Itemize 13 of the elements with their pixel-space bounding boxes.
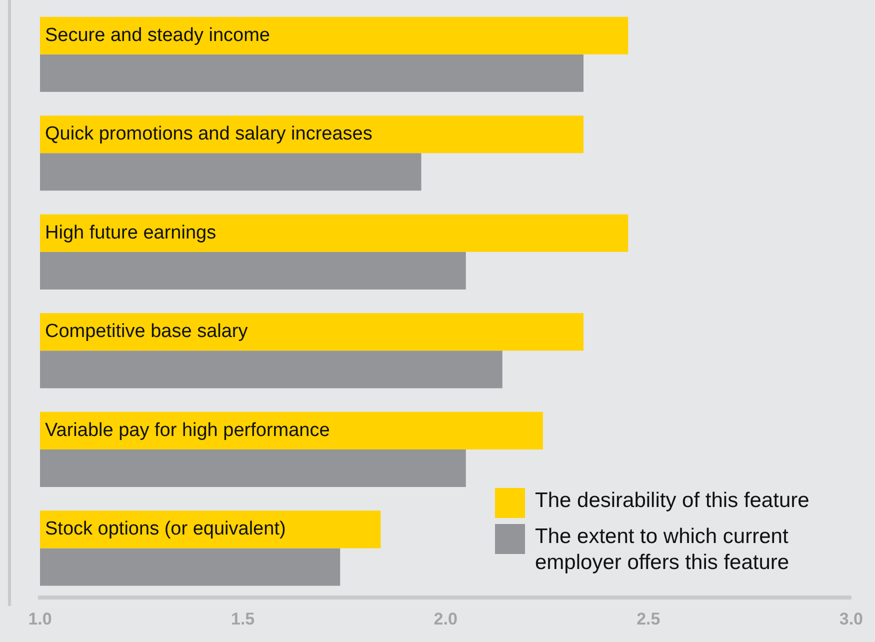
y-tick-label: Stock options (or equivalent) bbox=[45, 518, 286, 540]
y-tick-label: Competitive base salary bbox=[45, 321, 248, 342]
y-tick-label: Quick promotions and salary increases bbox=[45, 124, 372, 145]
y-tick-label: Variable pay for high performance bbox=[45, 420, 330, 441]
y-tick-label: Secure and steady income bbox=[45, 24, 270, 46]
x-tick-label: 2.5 bbox=[636, 609, 660, 628]
x-tick-label: 1.5 bbox=[230, 609, 255, 628]
x-tick-label: 3.0 bbox=[839, 609, 864, 628]
x-tick-label: 2.0 bbox=[434, 609, 458, 628]
legend-label: The desirability of this feature bbox=[535, 488, 810, 514]
y-tick-label: High future earnings bbox=[45, 222, 216, 244]
legend-label: The extent to which current employer offers this feature bbox=[535, 524, 790, 576]
x-tick-label: 1.0 bbox=[28, 609, 52, 628]
